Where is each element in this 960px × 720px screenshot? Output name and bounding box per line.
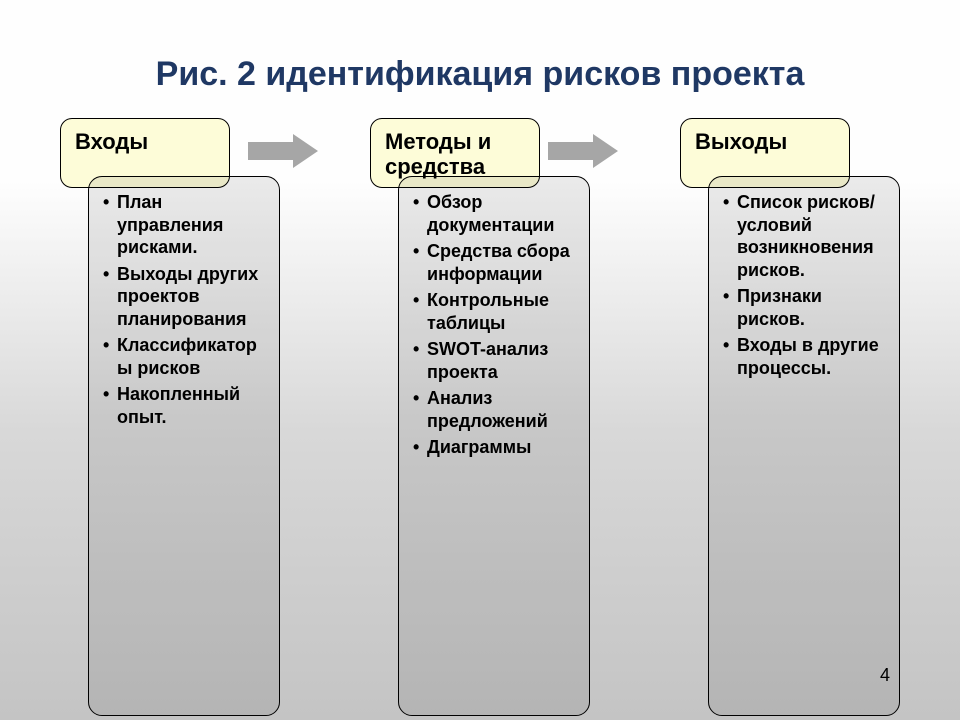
- list-outputs: Список рисков/ условий возникновения рис…: [719, 191, 889, 379]
- list-item: Классификаторы рисков: [117, 334, 269, 379]
- column-inputs: Входы План управления рисками. Выходы др…: [60, 118, 280, 718]
- card-methods: Обзор документации Средства сбора информ…: [398, 176, 590, 716]
- list-item: Анализ предложений: [427, 387, 579, 432]
- column-outputs: Выходы Список рисков/ условий возникнове…: [680, 118, 900, 718]
- list-item: План управления рисками.: [117, 191, 269, 259]
- list-item: Накопленный опыт.: [117, 383, 269, 428]
- list-item: Средства сбора информации: [427, 240, 579, 285]
- column-methods: Методы и средства Обзор документации Сре…: [370, 118, 590, 718]
- columns-container: Входы План управления рисками. Выходы др…: [60, 118, 900, 718]
- tab-label: Методы и средства: [385, 129, 491, 179]
- card-outputs: Список рисков/ условий возникновения рис…: [708, 176, 900, 716]
- list-item: Признаки рисков.: [737, 285, 889, 330]
- tab-label: Входы: [75, 129, 148, 154]
- card-inputs: План управления рисками. Выходы других п…: [88, 176, 280, 716]
- page-title: Рис. 2 идентификация рисков проекта: [0, 55, 960, 94]
- list-item: Выходы других проектов планирования: [117, 263, 269, 331]
- list-item: Контрольные таблицы: [427, 289, 579, 334]
- tab-label: Выходы: [695, 129, 787, 154]
- list-item: SWOT-анализ проекта: [427, 338, 579, 383]
- list-item: Список рисков/ условий возникновения рис…: [737, 191, 889, 281]
- slide: Рис. 2 идентификация рисков проекта Вход…: [0, 0, 960, 720]
- list-methods: Обзор документации Средства сбора информ…: [409, 191, 579, 459]
- list-inputs: План управления рисками. Выходы других п…: [99, 191, 269, 428]
- list-item: Диаграммы: [427, 436, 579, 459]
- list-item: Обзор документации: [427, 191, 579, 236]
- list-item: Входы в другие процессы.: [737, 334, 889, 379]
